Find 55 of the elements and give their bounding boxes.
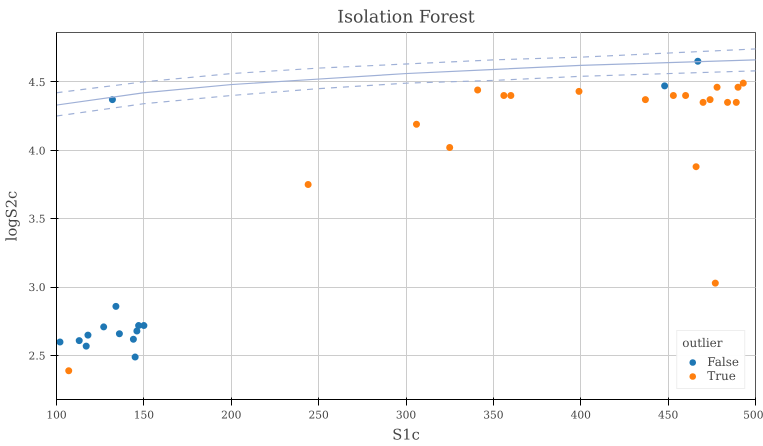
x-tick-label: 300 xyxy=(396,408,416,422)
point xyxy=(304,181,312,188)
point xyxy=(576,88,583,95)
point xyxy=(82,342,90,350)
x-tick-label: 150 xyxy=(134,408,154,422)
chart-title: Isolation Forest xyxy=(337,8,475,28)
point xyxy=(642,96,649,104)
y-tick-label: 3.5 xyxy=(28,212,46,226)
point xyxy=(76,337,83,344)
y-tick-label: 3.0 xyxy=(28,281,46,294)
point xyxy=(706,96,714,104)
point xyxy=(474,86,482,94)
point xyxy=(412,120,420,128)
point xyxy=(712,280,719,287)
point xyxy=(65,367,72,374)
line-series xyxy=(56,48,756,94)
point xyxy=(133,328,140,335)
point xyxy=(692,163,700,170)
point xyxy=(130,336,137,343)
x-tick-label: 100 xyxy=(46,408,67,422)
point xyxy=(84,332,92,339)
point xyxy=(116,330,123,338)
point xyxy=(132,354,139,361)
point xyxy=(714,84,721,91)
point xyxy=(56,338,64,346)
y-tick-label: 4.0 xyxy=(28,144,46,158)
legend-title: outlier xyxy=(682,336,724,350)
x-tick-label: 400 xyxy=(570,408,592,422)
point xyxy=(732,98,740,106)
point xyxy=(682,92,690,99)
legend-label: False xyxy=(707,355,739,369)
line-series xyxy=(56,59,756,106)
point xyxy=(661,82,668,90)
point xyxy=(724,98,732,106)
x-tick-label: 250 xyxy=(308,408,330,422)
x-tick-label: 200 xyxy=(221,408,242,422)
x-tick-label: 450 xyxy=(658,408,679,422)
x-tick-label: 500 xyxy=(743,408,763,422)
point xyxy=(700,98,707,106)
point xyxy=(740,80,747,87)
point xyxy=(112,302,120,310)
point xyxy=(100,323,108,330)
point xyxy=(446,144,454,152)
y-axis-title: logS2c xyxy=(4,190,21,242)
point xyxy=(734,84,742,91)
point xyxy=(140,322,148,330)
point xyxy=(670,92,677,99)
x-tick-label: 350 xyxy=(483,408,504,422)
point xyxy=(507,92,514,99)
legend-label: True xyxy=(707,369,736,383)
point xyxy=(500,92,508,99)
y-tick-label: 2.5 xyxy=(28,350,46,363)
y-tick-label: 4.5 xyxy=(28,76,46,89)
line-series xyxy=(56,70,756,117)
x-axis-title: S1c xyxy=(392,426,420,444)
